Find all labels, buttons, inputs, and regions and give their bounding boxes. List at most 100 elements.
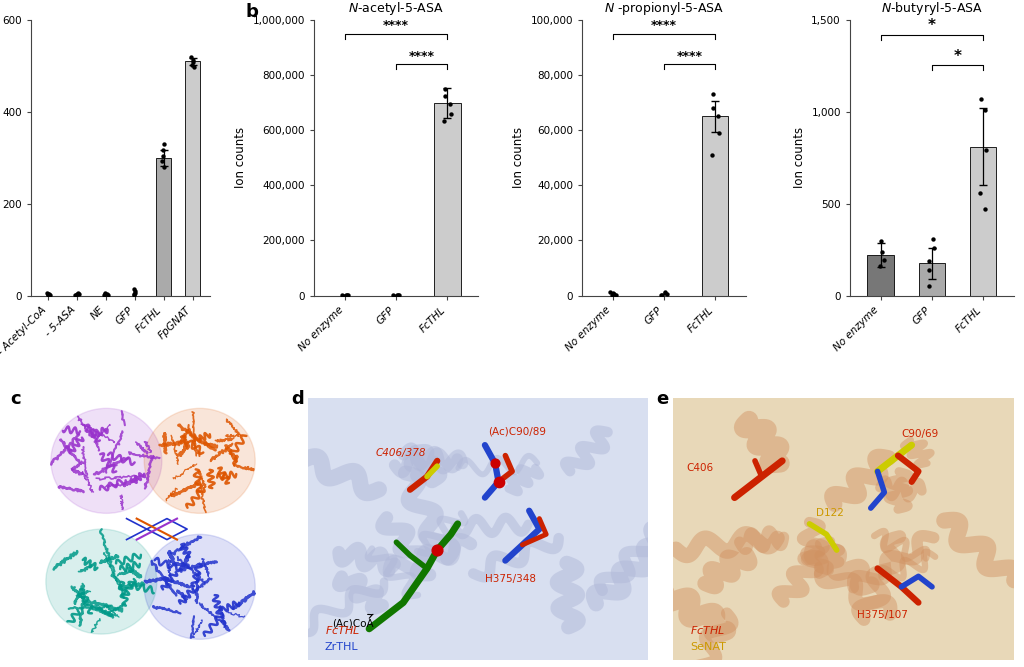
Point: [605, 287, 622, 298]
Point: [874, 246, 891, 257]
Point: [126, 284, 142, 295]
Ellipse shape: [144, 408, 255, 514]
Point: [711, 127, 727, 138]
Text: e: e: [656, 390, 669, 408]
Point: [389, 289, 406, 300]
Bar: [867, 255, 894, 295]
Text: ****: ****: [677, 50, 702, 63]
Point: [876, 254, 892, 265]
Text: C406/378: C406/378: [376, 448, 426, 458]
Point: [185, 54, 202, 65]
Point: [437, 90, 454, 101]
Point: [873, 236, 890, 247]
Point: [606, 289, 623, 299]
Point: [871, 261, 888, 271]
Y-axis label: Ion counts: Ion counts: [234, 127, 247, 188]
Point: [96, 288, 113, 299]
Bar: [185, 61, 201, 295]
Point: [435, 115, 452, 126]
Text: D122: D122: [816, 508, 844, 518]
Point: [927, 243, 943, 253]
Point: [656, 287, 673, 298]
Text: SeNAT: SeNAT: [690, 642, 726, 652]
Y-axis label: Ion counts: Ion counts: [512, 127, 525, 188]
Point: [96, 290, 113, 301]
Point: [39, 290, 55, 301]
Ellipse shape: [46, 529, 157, 634]
Point: [336, 290, 352, 301]
Point: [602, 287, 618, 297]
Point: [973, 93, 989, 104]
Point: [390, 290, 407, 301]
Point: [977, 105, 993, 115]
Point: [921, 255, 937, 266]
Point: [340, 290, 356, 301]
Point: [39, 288, 55, 299]
Point: [99, 289, 116, 300]
Point: [182, 51, 199, 62]
Point: [40, 288, 56, 299]
Point: [127, 287, 143, 298]
Point: [429, 545, 445, 556]
Point: [70, 288, 86, 299]
Point: [389, 289, 406, 300]
Title: $\mathit{N}$-acetyl-5-ASA: $\mathit{N}$-acetyl-5-ASA: [348, 0, 444, 17]
Bar: [434, 103, 461, 295]
Text: ****: ****: [383, 19, 410, 33]
Point: [96, 288, 113, 299]
Point: [185, 61, 202, 72]
Point: [652, 289, 669, 300]
Bar: [970, 147, 996, 295]
Text: C90/69: C90/69: [901, 430, 939, 440]
Point: [658, 289, 675, 299]
Title: $\mathit{N}$ -propionyl-5-ASA: $\mathit{N}$ -propionyl-5-ASA: [604, 0, 724, 17]
Y-axis label: Ion counts: Ion counts: [793, 127, 806, 188]
Point: [156, 139, 172, 149]
Title: $\mathit{N}$-butyryl-5-ASA: $\mathit{N}$-butyryl-5-ASA: [881, 0, 983, 17]
Bar: [919, 263, 945, 295]
Bar: [157, 158, 171, 295]
Point: [155, 156, 171, 167]
Point: [42, 289, 58, 300]
Point: [978, 145, 994, 156]
Ellipse shape: [144, 534, 255, 640]
Point: [705, 103, 721, 113]
Text: H375/107: H375/107: [857, 610, 908, 620]
Point: [155, 151, 171, 162]
Point: [68, 290, 84, 301]
Bar: [701, 117, 728, 295]
Text: ****: ****: [409, 50, 435, 63]
Point: [156, 161, 172, 172]
Point: [608, 289, 625, 300]
Text: (Ac)C90/89: (Ac)C90/89: [488, 427, 547, 437]
Point: [922, 265, 938, 275]
Text: C406: C406: [687, 464, 714, 474]
Text: ****: ****: [651, 19, 677, 33]
Text: $\mathit{Fc}$THL: $\mathit{Fc}$THL: [690, 624, 725, 636]
Point: [972, 187, 988, 198]
Point: [385, 290, 401, 301]
Point: [338, 290, 354, 301]
Text: $\mathit{Fc}$THL: $\mathit{Fc}$THL: [325, 624, 360, 636]
Point: [922, 281, 938, 291]
Point: [442, 109, 459, 119]
Point: [183, 59, 200, 70]
Point: [67, 289, 83, 300]
Text: c: c: [10, 390, 22, 408]
Ellipse shape: [51, 408, 162, 514]
Point: [703, 149, 720, 160]
Point: [338, 289, 354, 300]
Point: [925, 233, 941, 244]
Point: [441, 99, 458, 109]
Point: [41, 289, 57, 299]
Point: [487, 458, 504, 469]
Text: ZrTHL: ZrTHL: [325, 642, 358, 652]
Point: [126, 285, 142, 296]
Text: *: *: [928, 18, 936, 33]
Point: [334, 289, 350, 300]
Point: [99, 289, 116, 299]
Point: [126, 290, 142, 301]
Point: [604, 290, 621, 301]
Point: [437, 84, 454, 95]
Text: b: b: [246, 3, 258, 21]
